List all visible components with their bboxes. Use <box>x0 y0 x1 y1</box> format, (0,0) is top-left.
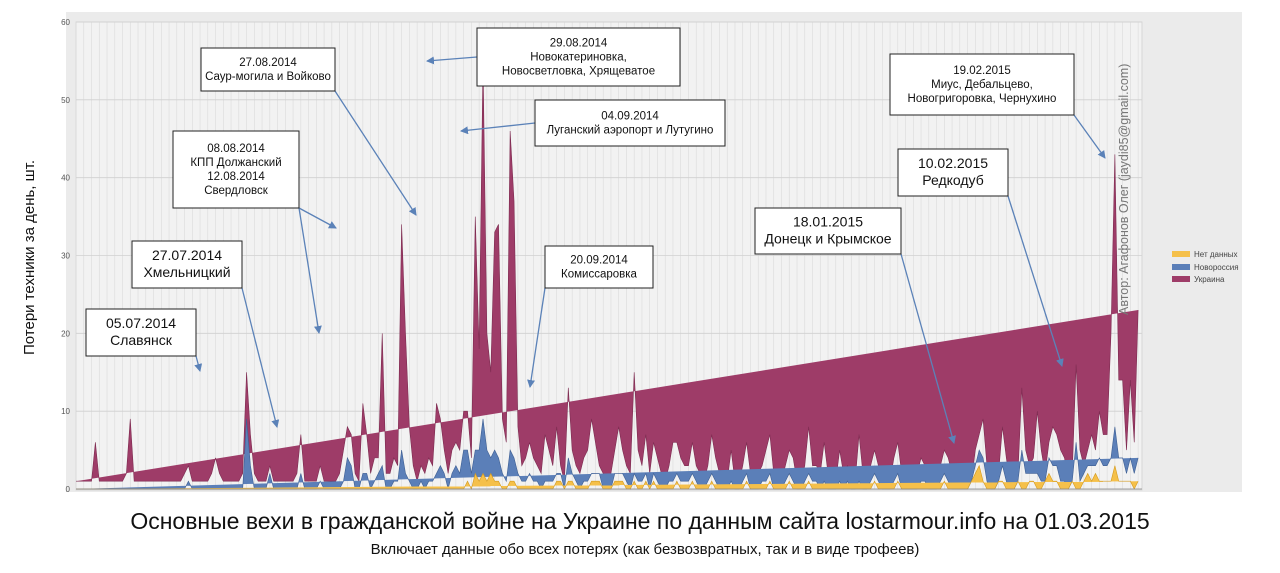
legend-swatch <box>1172 264 1190 270</box>
annotation-text: КПП Должанский <box>190 157 281 169</box>
annotation-box <box>476 27 681 87</box>
annotation-callout: 29.08.2014 Новокатериновка, Новосветловка,… <box>426 27 681 87</box>
annotation-text: 27.08.2014 <box>239 57 297 69</box>
y-axis: 0 10 20 30 40 50 60 <box>61 18 70 494</box>
annotation-text: Луганский аэропорт и Лутугино <box>547 124 714 136</box>
annotation-box <box>889 53 1075 116</box>
annotation-box <box>131 240 243 289</box>
legend-label: Украина <box>1194 275 1225 284</box>
annotation-callout: 19.02.2015 Миус, Дебальцево, Новогригоровк… <box>889 53 1106 159</box>
annotation-text: Донецк и Крымское <box>764 231 891 247</box>
annotation-text: 08.08.2014 <box>207 143 265 155</box>
annotation-callout: 08.08.2014 КПП Должанский 12.08.2014 Свердл… <box>172 130 337 334</box>
annotation-box <box>897 148 1009 197</box>
annotation-box <box>544 245 654 289</box>
legend: Нет данных Новороссия Украина <box>1172 250 1239 284</box>
annotations: 05.07.2014Славянск27.07.2014Хмельницкий0… <box>85 27 1106 444</box>
annotation-arrow <box>460 122 536 135</box>
annotation-text: Саур-могила и Войково <box>205 71 331 83</box>
annotation-callout: 20.09.2014 Комиссаровка <box>527 245 654 388</box>
y-tick-label: 60 <box>61 18 70 27</box>
annotation-arrow <box>527 287 546 388</box>
y-axis-label-wrap: Потери техники за день, шт. <box>21 160 38 355</box>
annotation-text: Хмельницкий <box>143 264 230 280</box>
annotation-text: 27.07.2014 <box>152 247 222 263</box>
y-tick-label: 20 <box>61 329 70 338</box>
y-axis-label: Потери техники за день, шт. <box>21 160 38 355</box>
annotation-box <box>534 99 726 147</box>
annotation-text: Редкодуб <box>922 172 983 188</box>
annotation-box <box>172 130 300 209</box>
y-tick-label: 0 <box>66 485 71 494</box>
annotation-box <box>200 47 336 92</box>
annotation-text: 19.02.2015 <box>953 65 1011 77</box>
annotation-callout: 27.08.2014 Саур-могила и Войково <box>200 47 417 216</box>
annotation-text: 20.09.2014 <box>570 254 628 266</box>
annotation-arrow <box>298 207 337 229</box>
annotation-arrow <box>1007 195 1064 367</box>
annotation-arrow <box>194 355 203 372</box>
annotation-text: Миус, Дебальцево, <box>931 79 1033 91</box>
annotation-text: 18.01.2015 <box>793 214 863 230</box>
annotation-text: 05.07.2014 <box>106 315 176 331</box>
annotation-text: 12.08.2014 <box>207 171 265 183</box>
y-tick-label: 40 <box>61 174 70 183</box>
annotation-box <box>754 207 902 255</box>
annotation-arrow <box>900 253 956 444</box>
annotation-text: Новокатериновка, <box>530 51 627 63</box>
annotation-text: 04.09.2014 <box>601 110 659 122</box>
annotation-text: Новосветловка, Хрящеватое <box>502 65 655 77</box>
author-credit: Автор: Агафонов Олег (jaydi85@gmail.com) <box>1117 64 1131 315</box>
y-tick-label: 30 <box>61 252 70 261</box>
annotation-text: Комиссаровка <box>561 268 638 280</box>
chart-title: Основные вехи в гражданской войне на Укр… <box>130 508 1150 534</box>
legend-swatch <box>1172 276 1190 282</box>
annotation-box <box>85 308 197 357</box>
annotation-arrow <box>1073 114 1106 159</box>
annotation-text: 10.02.2015 <box>918 155 988 171</box>
annotation-text: Славянск <box>110 332 173 348</box>
annotation-text: Свердловск <box>204 185 268 197</box>
loss-chart: 0 10 20 30 40 50 60 Нет данных Новороссия Украин… <box>61 12 1242 494</box>
y-tick-label: 50 <box>61 96 70 105</box>
annotation-text: Новогригоровка, Чернухино <box>908 93 1057 105</box>
annotation-text: 29.08.2014 <box>550 37 608 49</box>
annotation-arrow <box>334 90 417 216</box>
legend-label: Нет данных <box>1194 250 1238 259</box>
annotation-callout: 04.09.2014 Луганский аэропорт и Лутугино <box>460 99 726 147</box>
chart-subtitle: Включает данные обо всех потерях (как бе… <box>370 541 920 558</box>
annotation-arrow <box>241 287 280 428</box>
annotation-arrow <box>426 56 478 65</box>
y-tick-label: 10 <box>61 407 70 416</box>
legend-label: Новороссия <box>1194 263 1239 272</box>
legend-swatch <box>1172 251 1190 257</box>
stacked-areas <box>75 60 1142 490</box>
annotation-arrow <box>298 207 322 334</box>
